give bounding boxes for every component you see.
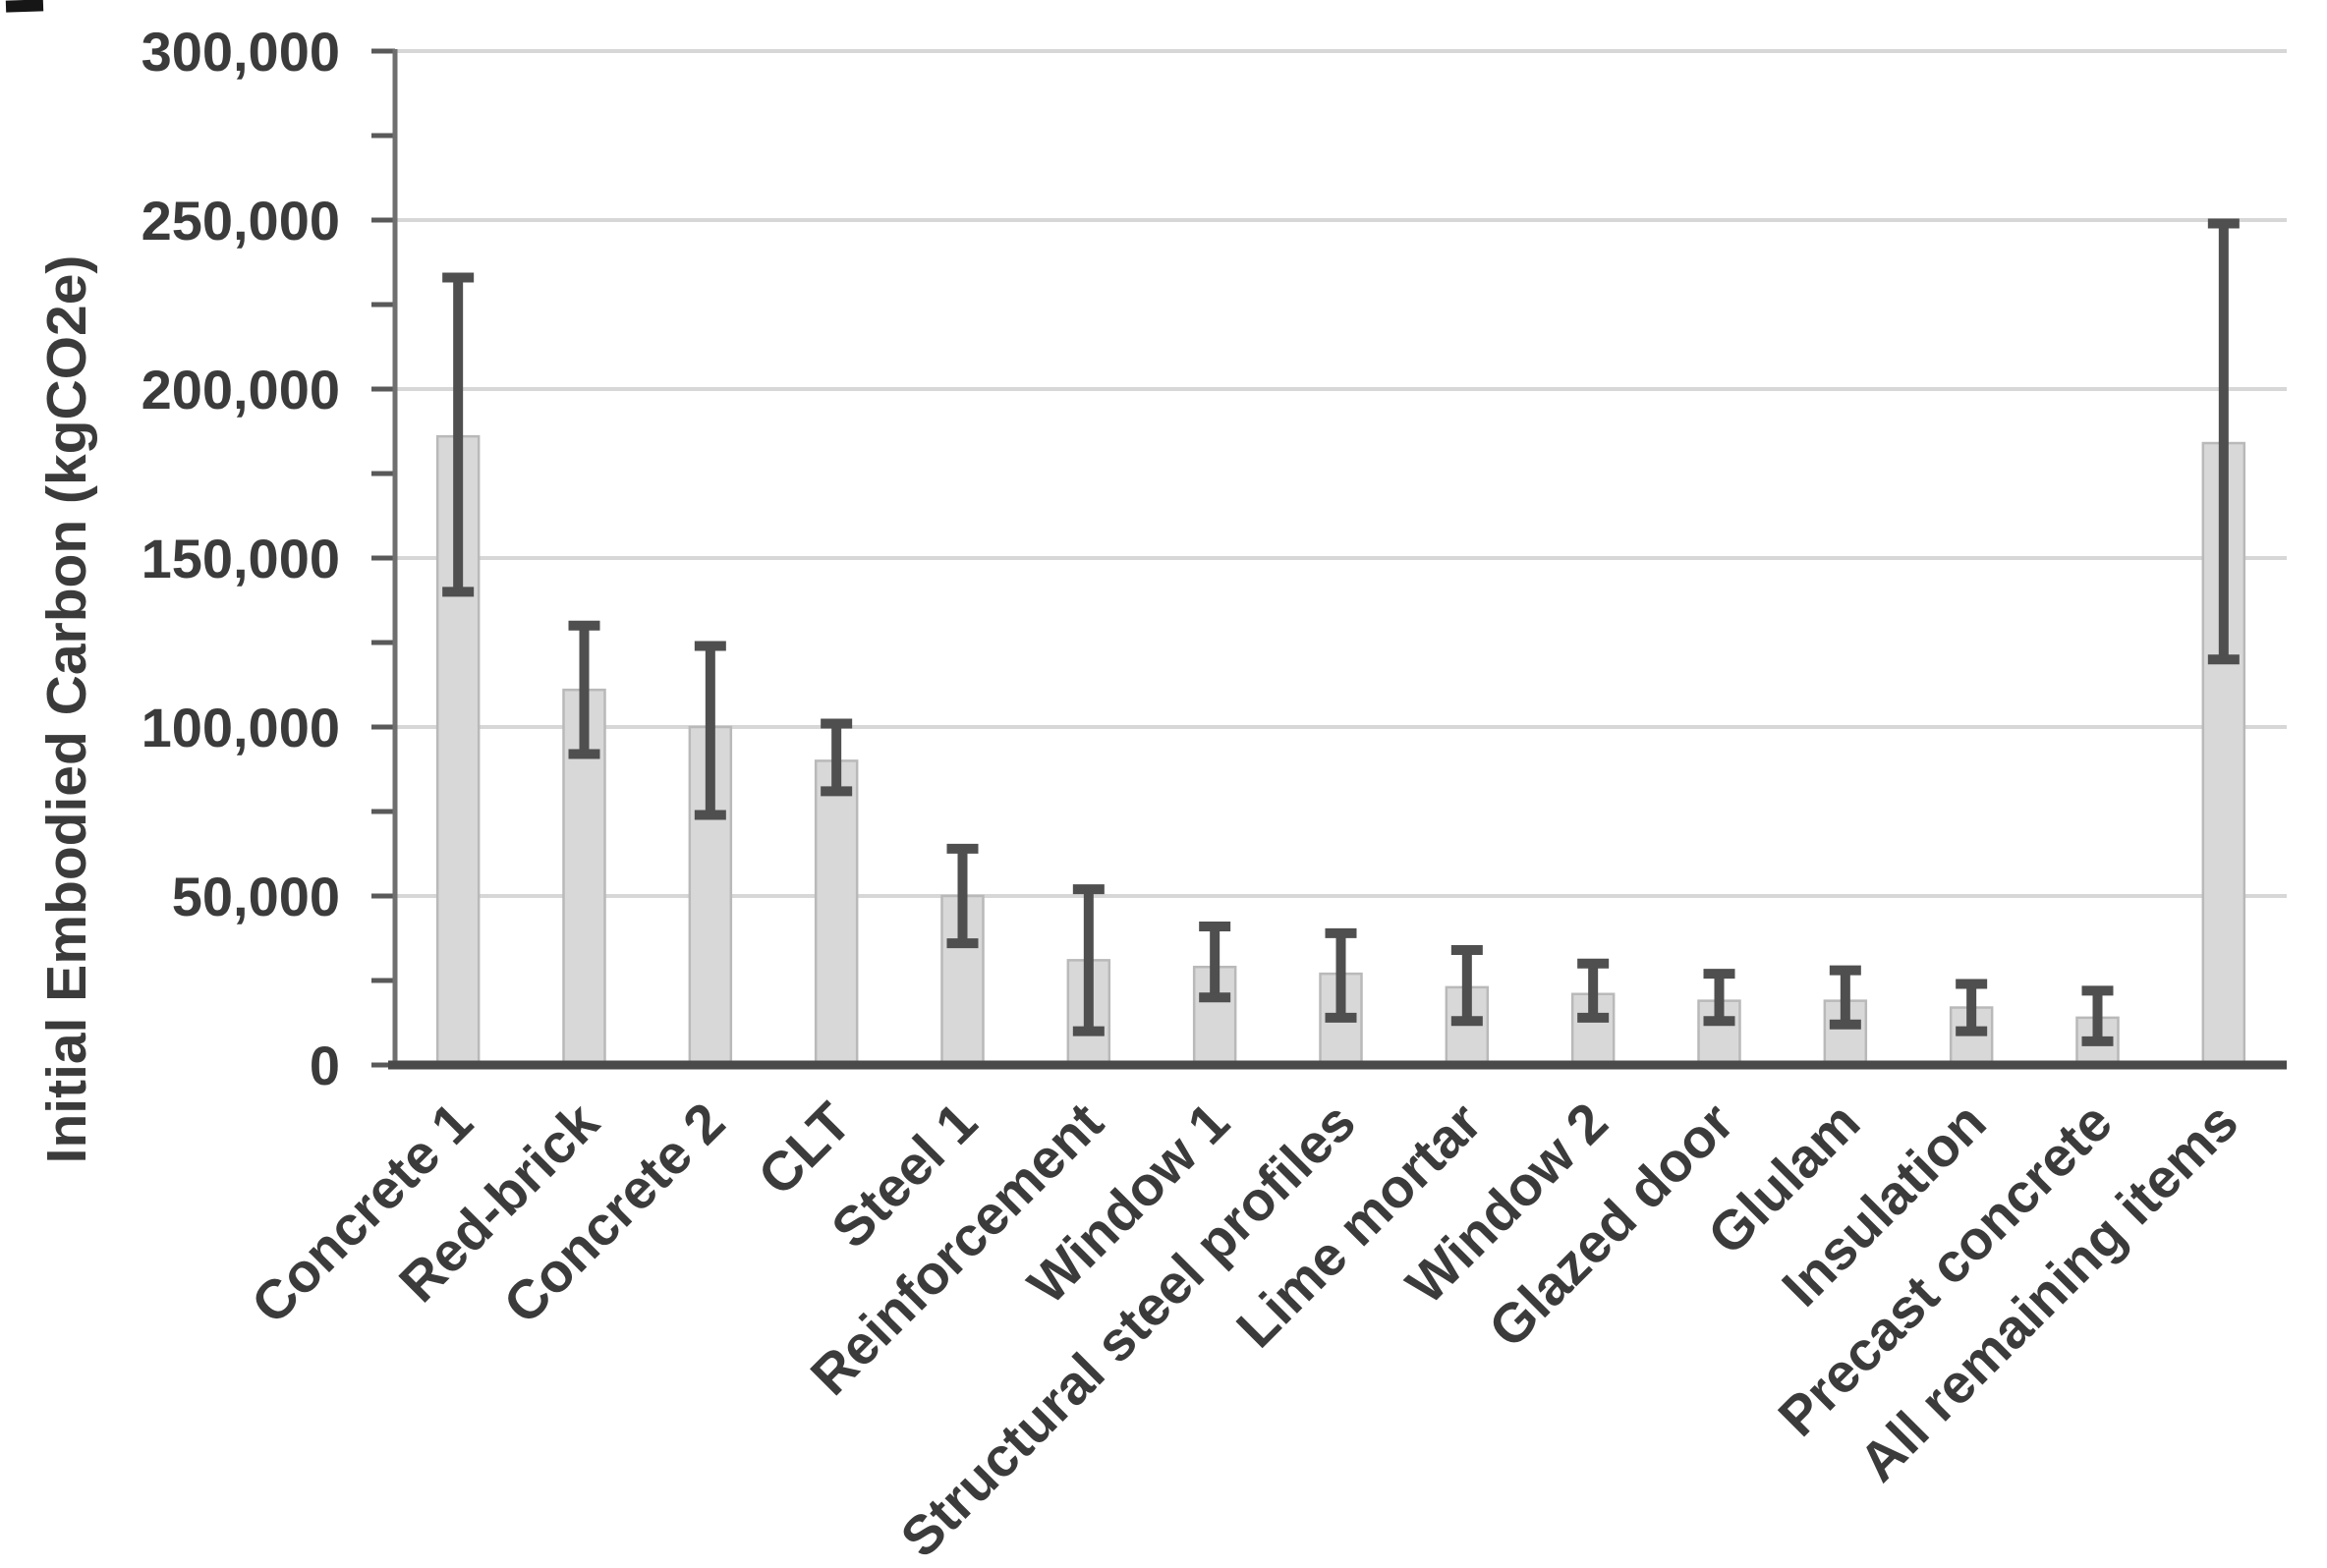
y-tick-label: 200,000 — [142, 359, 340, 420]
scan-artifact-mark — [5, 0, 44, 13]
bar — [814, 759, 859, 1067]
y-tick-label: 0 — [310, 1035, 340, 1096]
y-tick-label: 300,000 — [142, 21, 340, 83]
y-tick-label: 150,000 — [142, 528, 340, 589]
y-tick-label: 100,000 — [142, 697, 340, 758]
y-tick-label: 250,000 — [142, 190, 340, 252]
y-axis-title: Initial Embodied Carbon (kgCO2e) — [35, 254, 98, 1164]
y-tick-label: 50,000 — [172, 866, 340, 927]
